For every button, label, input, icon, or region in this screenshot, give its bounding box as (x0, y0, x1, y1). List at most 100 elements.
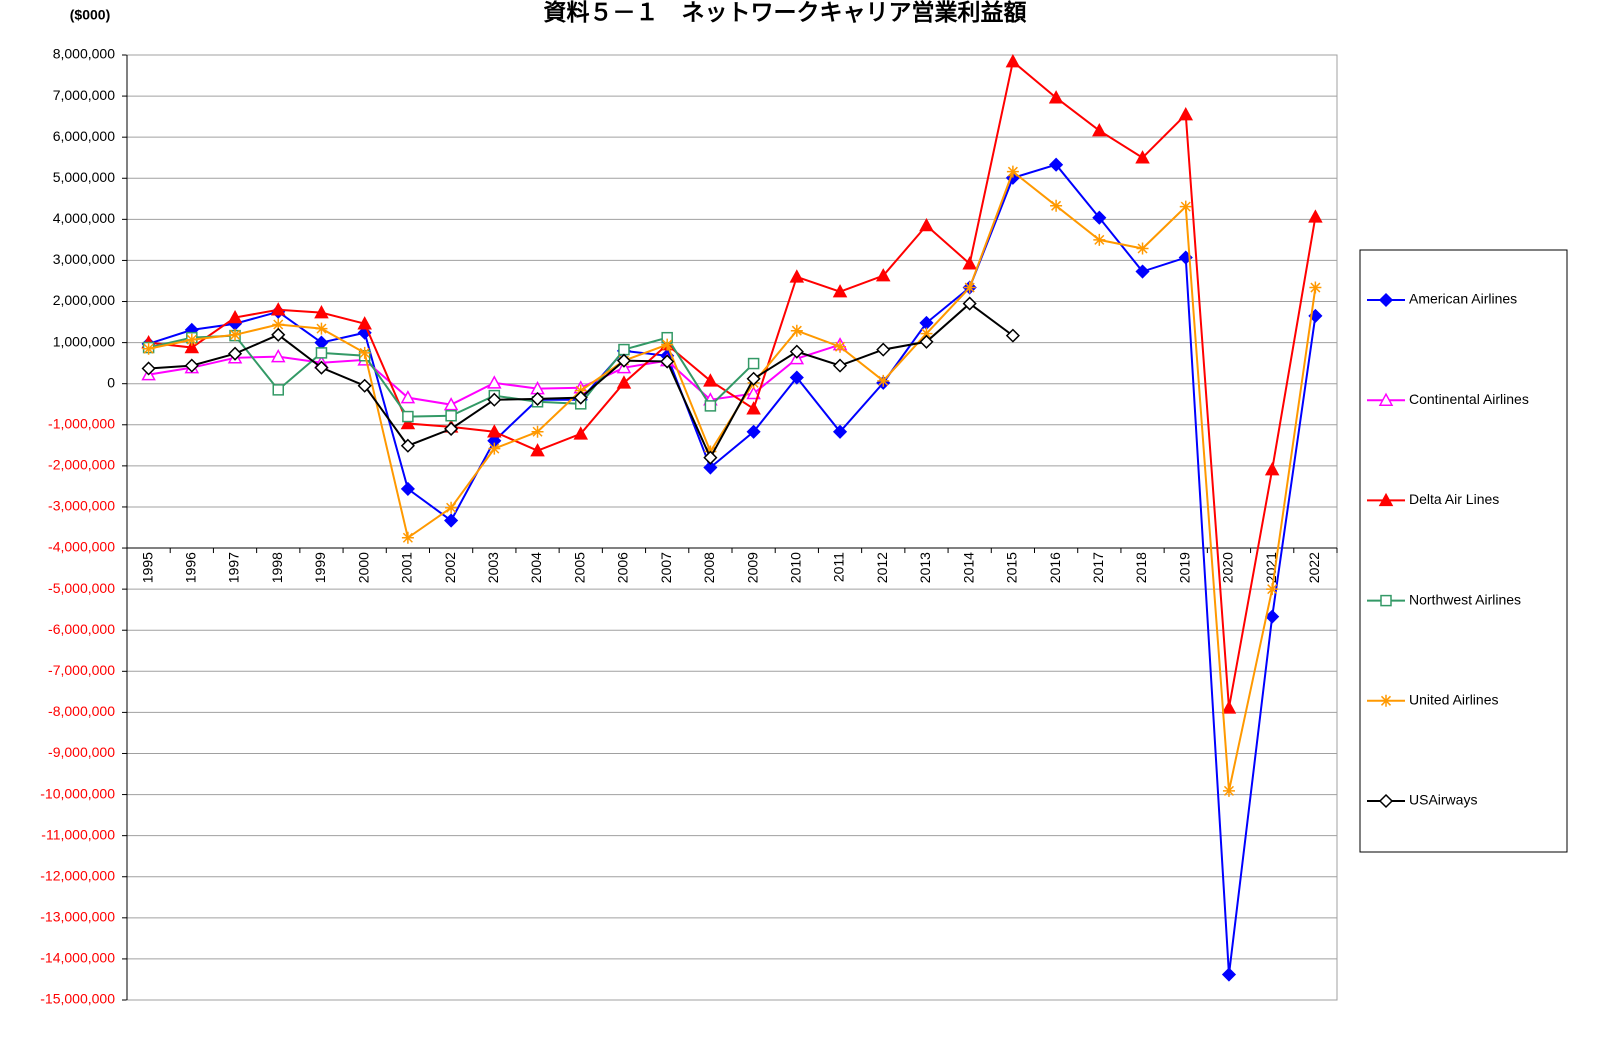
x-tick-label: 2018 (1133, 552, 1149, 583)
data-point (877, 374, 890, 387)
x-tick-label: 1995 (139, 552, 155, 583)
data-point (875, 268, 891, 282)
x-tick-label: 2004 (528, 552, 544, 583)
data-point (229, 328, 242, 341)
data-point (962, 296, 977, 311)
y-tick-label: 6,000,000 (53, 128, 115, 144)
y-tick-label: 7,000,000 (53, 87, 115, 103)
data-point (1178, 107, 1194, 121)
data-point (1309, 281, 1322, 294)
data-point (789, 269, 805, 283)
y-tick-label: -3,000,000 (48, 498, 115, 514)
y-tick-label: 0 (107, 374, 115, 390)
data-point (704, 400, 717, 412)
data-point (1266, 583, 1279, 596)
data-point (357, 378, 372, 393)
data-point (834, 340, 847, 353)
data-point (1265, 609, 1280, 624)
data-point (616, 353, 632, 368)
data-point (487, 392, 502, 407)
data-point (1221, 967, 1237, 982)
y-tick-label: -1,000,000 (48, 415, 115, 431)
y-tick-label: -14,000,000 (40, 950, 115, 966)
data-point (703, 460, 718, 475)
series-line (148, 59, 1317, 709)
y-tick-label: -2,000,000 (48, 457, 115, 473)
data-point (444, 513, 459, 528)
data-point (962, 256, 977, 270)
data-point (445, 501, 458, 514)
data-point (789, 370, 804, 385)
y-tick-label: -9,000,000 (48, 744, 115, 760)
data-point (272, 384, 284, 396)
x-tick-label: 1996 (183, 552, 199, 583)
x-tick-label: 2008 (701, 552, 717, 583)
y-tick-label: 4,000,000 (53, 210, 115, 226)
data-point (315, 322, 328, 335)
data-point (444, 421, 459, 436)
data-point (402, 410, 414, 423)
data-point (1135, 264, 1150, 279)
data-point (1092, 210, 1107, 225)
data-point (443, 397, 459, 411)
legend-marker (1380, 694, 1392, 707)
data-point (1006, 165, 1019, 178)
legend-label: American Airlines (1409, 291, 1517, 307)
data-point (789, 344, 804, 359)
data-point (1135, 150, 1150, 164)
data-point (272, 318, 285, 331)
x-tick-label: 2016 (1047, 552, 1063, 583)
data-point (919, 217, 934, 232)
data-point (832, 284, 848, 298)
legend-label: Continental Airlines (1409, 391, 1529, 407)
y-tick-label: 1,000,000 (53, 333, 115, 349)
data-point (487, 424, 502, 438)
data-point (790, 324, 803, 337)
legend-box (1359, 249, 1568, 853)
data-point (401, 531, 414, 544)
data-point (270, 302, 286, 316)
data-point (1092, 123, 1107, 137)
x-tick-label: 2013 (917, 552, 933, 583)
x-tick-label: 2005 (571, 552, 587, 583)
y-tick-label: -6,000,000 (48, 621, 115, 637)
legend-marker (1378, 292, 1394, 308)
data-point (400, 438, 415, 453)
data-point (919, 334, 934, 349)
y-tick-label: -5,000,000 (48, 580, 115, 596)
y-tick-label: -8,000,000 (48, 703, 115, 719)
x-tick-label: 1999 (312, 552, 328, 583)
data-point (530, 391, 545, 406)
data-point (963, 281, 976, 294)
data-point (1005, 328, 1020, 343)
data-point (227, 309, 243, 324)
y-tick-label: -4,000,000 (48, 539, 115, 555)
data-point (1093, 233, 1106, 246)
data-point (1179, 200, 1192, 213)
x-tick-label: 2012 (874, 552, 890, 583)
data-point (876, 342, 891, 357)
y-tick-label: -11,000,000 (41, 826, 115, 842)
data-point (1050, 199, 1063, 212)
data-point (1005, 54, 1021, 68)
data-point (832, 424, 848, 439)
x-tick-label: 2019 (1176, 552, 1192, 583)
data-point (832, 358, 848, 373)
data-point (660, 354, 675, 369)
data-point (573, 390, 588, 405)
y-tick-label: -10,000,000 (40, 785, 115, 801)
x-tick-label: 2007 (658, 552, 674, 583)
data-point (530, 443, 545, 457)
data-point (315, 347, 328, 359)
x-tick-label: 2020 (1220, 552, 1236, 583)
x-tick-label: 2003 (485, 552, 501, 583)
data-point (184, 358, 199, 373)
x-tick-label: 2000 (355, 552, 371, 583)
y-tick-label: 5,000,000 (53, 169, 115, 185)
x-tick-label: 2002 (442, 552, 458, 583)
data-point (703, 450, 718, 465)
data-point (1308, 209, 1323, 223)
legend-marker (1378, 392, 1394, 406)
y-unit-label: ($000) (70, 7, 110, 23)
data-point (746, 424, 761, 439)
